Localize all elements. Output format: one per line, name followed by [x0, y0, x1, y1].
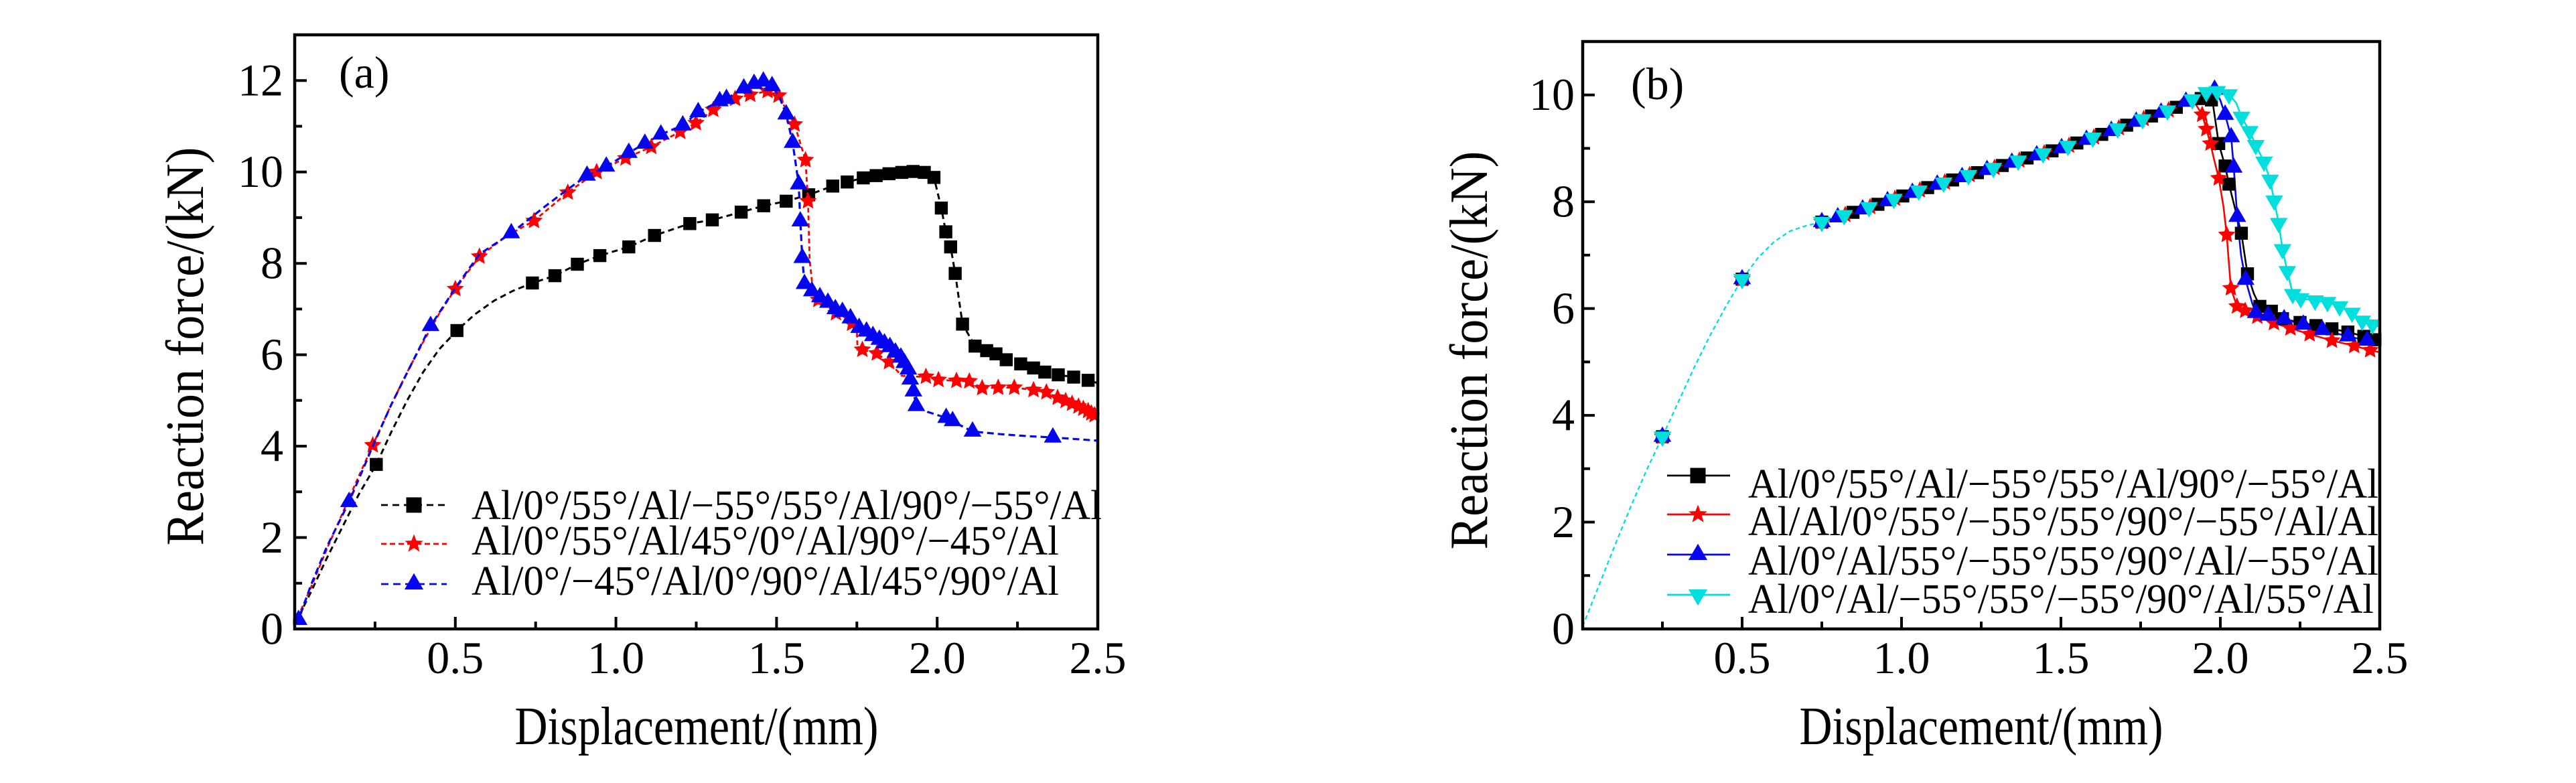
svg-text:8: 8 [1552, 176, 1575, 227]
svg-text:6: 6 [1552, 283, 1575, 334]
svg-text:Displacement/(mm): Displacement/(mm) [1800, 696, 2163, 756]
svg-text:Reaction force/(kN): Reaction force/(kN) [1439, 151, 1499, 550]
svg-text:2: 2 [1552, 496, 1575, 547]
svg-text:8: 8 [261, 238, 283, 289]
svg-text:0.5: 0.5 [427, 632, 484, 683]
svg-text:0.5: 0.5 [1714, 632, 1771, 683]
svg-text:Al/0°/55°/Al/−55°/55°/Al/90°/−: Al/0°/55°/Al/−55°/55°/Al/90°/−55°/Al [1748, 461, 2378, 507]
svg-text:Al/0°/Al/−55°/55°/−55°/90°/Al/: Al/0°/Al/−55°/55°/−55°/90°/Al/55°/Al [1748, 577, 2374, 622]
svg-text:1.5: 1.5 [2033, 632, 2090, 683]
svg-text:2.5: 2.5 [1070, 632, 1127, 683]
svg-text:10: 10 [1529, 69, 1575, 120]
svg-text:Al/0°/55°/Al/45°/0°/Al/90°/−45: Al/0°/55°/Al/45°/0°/Al/90°/−45°/Al [472, 518, 1059, 564]
svg-text:1.5: 1.5 [748, 632, 805, 683]
svg-text:(a): (a) [339, 47, 389, 98]
svg-text:10: 10 [238, 146, 283, 197]
svg-text:1.0: 1.0 [587, 632, 644, 683]
svg-text:Reaction force/(kN): Reaction force/(kN) [155, 147, 215, 546]
svg-text:6: 6 [261, 329, 283, 380]
svg-text:Al/0°/55°/Al/−55°/55°/Al/90°/−: Al/0°/55°/Al/−55°/55°/Al/90°/−55°/Al [472, 483, 1102, 528]
svg-text:2.0: 2.0 [909, 632, 966, 683]
svg-text:4: 4 [261, 421, 283, 472]
svg-text:Displacement/(mm): Displacement/(mm) [515, 696, 879, 756]
svg-text:Al/0°/−45°/Al/0°/90°/Al/45°/90: Al/0°/−45°/Al/0°/90°/Al/45°/90°/Al [472, 559, 1059, 604]
svg-text:12: 12 [238, 55, 283, 106]
svg-text:Al/0°/Al/55°/−55°/55°/90°/Al/−: Al/0°/Al/55°/−55°/55°/90°/Al/−55°/Al [1748, 539, 2378, 584]
svg-text:2: 2 [261, 512, 283, 563]
svg-text:0: 0 [1552, 603, 1575, 654]
svg-text:1.0: 1.0 [1873, 632, 1930, 683]
svg-text:2.5: 2.5 [2352, 632, 2409, 683]
svg-text:(b): (b) [1631, 58, 1684, 109]
svg-text:4: 4 [1552, 390, 1575, 441]
svg-text:Al/Al/0°/55°/−55°/55°/90°/−55°: Al/Al/0°/55°/−55°/55°/90°/−55°/Al/Al [1748, 499, 2378, 545]
svg-text:0: 0 [261, 603, 283, 654]
svg-text:2.0: 2.0 [2192, 632, 2249, 683]
